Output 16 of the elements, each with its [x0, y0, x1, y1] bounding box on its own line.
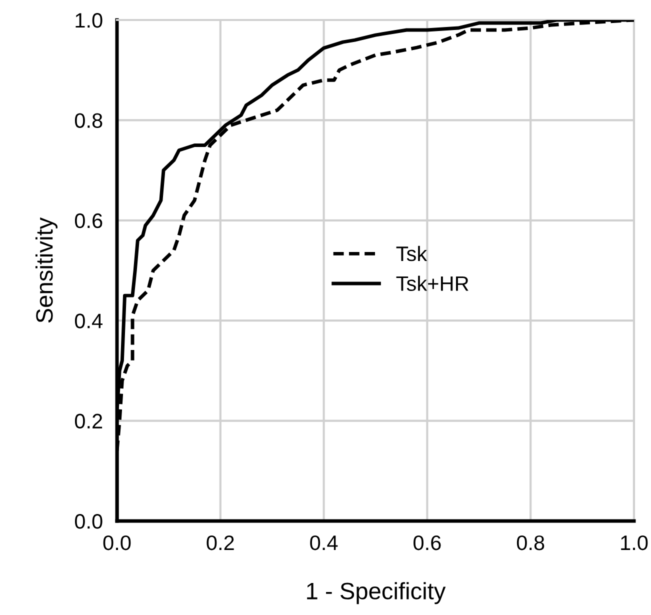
x-tick-label: 0.4: [310, 535, 338, 550]
x-tick-label: 0.0: [103, 535, 131, 550]
x-tick-label: 1.0: [621, 535, 648, 550]
y-tick-label: 0.0: [74, 514, 102, 529]
y-tick-label: 1.0: [76, 13, 102, 28]
x-tick-label: 0.2: [206, 535, 234, 550]
y-tick-label: 0.8: [74, 113, 102, 128]
legend-label: Tsk: [396, 246, 428, 262]
x-axis-title: 1 - Specificity: [307, 582, 446, 604]
y-tick-label: 0.4: [74, 314, 103, 328]
legend-label: Tsk+HR: [396, 276, 468, 292]
y-tick-label: 0.6: [74, 213, 102, 228]
y-axis-title: Sensitivity: [35, 217, 58, 323]
x-tick-label: 0.8: [516, 535, 544, 550]
y-tick-label: 0.2: [74, 414, 102, 429]
x-tick-label: 0.6: [414, 535, 441, 550]
